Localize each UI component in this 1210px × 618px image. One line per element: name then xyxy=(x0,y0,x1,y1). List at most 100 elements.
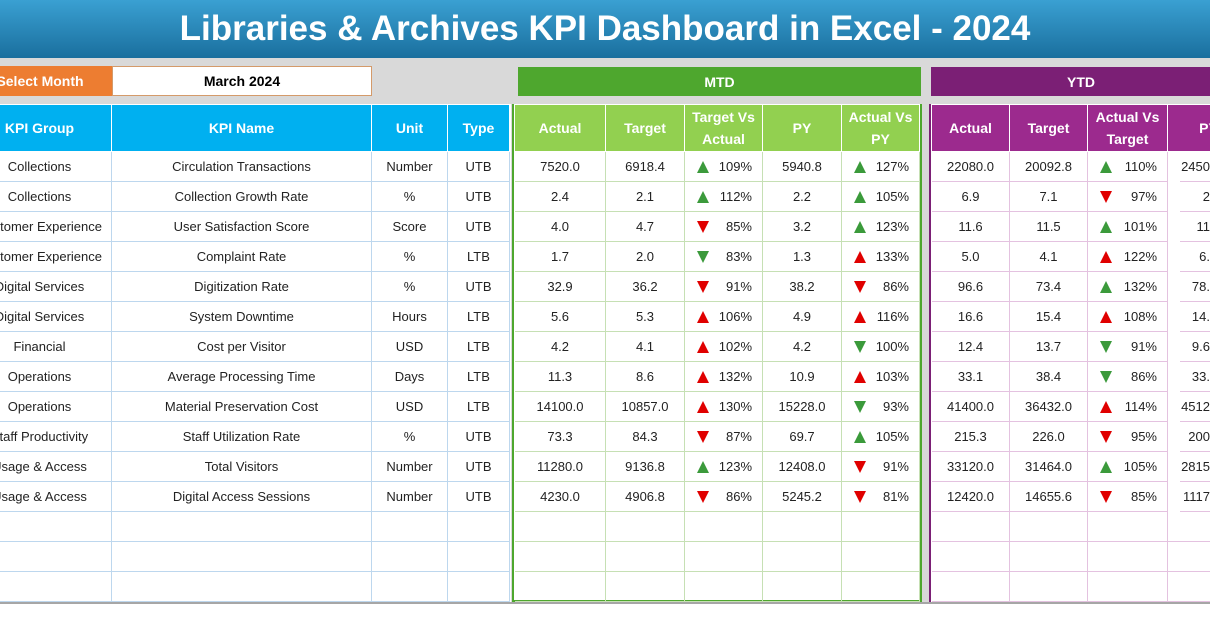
table-cell: 1117 xyxy=(1180,482,1210,512)
table-cell: 96.6 xyxy=(932,272,1010,302)
table-cell: 85% xyxy=(1088,482,1168,512)
month-selector[interactable]: March 2024 xyxy=(112,66,372,96)
status-icon xyxy=(854,250,866,263)
table-cell: 123% xyxy=(842,212,920,242)
status-icon xyxy=(854,490,866,503)
ytd-banner: YTD xyxy=(931,67,1210,96)
table-cell xyxy=(112,572,372,602)
status-icon xyxy=(854,310,866,323)
table-cell: UTB xyxy=(448,182,510,212)
table-cell: 11.5 xyxy=(1010,212,1088,242)
status-icon xyxy=(1100,310,1112,323)
status-value: 85% xyxy=(725,219,752,234)
status-value: 112% xyxy=(719,189,752,204)
table-cell xyxy=(685,542,763,572)
table-cell: 11.3 xyxy=(515,362,606,392)
status-value: 114% xyxy=(1124,399,1157,414)
table-cell: 5.0 xyxy=(932,242,1010,272)
status-icon xyxy=(697,460,709,473)
status-icon xyxy=(1100,250,1112,263)
sheet-bottom xyxy=(0,602,1210,618)
table-cell: 114% xyxy=(1088,392,1168,422)
status-value: 85% xyxy=(1130,489,1157,504)
table-cell: 2.4 xyxy=(515,182,606,212)
table-cell xyxy=(372,542,448,572)
table-cell: UTB xyxy=(448,482,510,512)
status-icon xyxy=(1100,340,1112,353)
table-cell: 4230.0 xyxy=(515,482,606,512)
table-cell: USD xyxy=(372,332,448,362)
table-cell: 105% xyxy=(842,422,920,452)
status-icon xyxy=(697,400,709,413)
table-cell: 132% xyxy=(685,362,763,392)
table-cell: 122% xyxy=(1088,242,1168,272)
table-cell: USD xyxy=(372,392,448,422)
table-cell: 38.4 xyxy=(1010,362,1088,392)
table-cell: 112% xyxy=(685,182,763,212)
table-cell: 6. xyxy=(1180,242,1210,272)
title-bar: Libraries & Archives KPI Dashboard in Ex… xyxy=(0,0,1210,58)
table-cell: UTB xyxy=(448,212,510,242)
table-cell: Customer Experience xyxy=(0,212,112,242)
table-cell: 110% xyxy=(1088,152,1168,182)
table-cell: 4.1 xyxy=(606,332,685,362)
table-cell: Days xyxy=(372,362,448,392)
table-cell: 41400.0 xyxy=(932,392,1010,422)
table-cell xyxy=(112,512,372,542)
table-cell: 215.3 xyxy=(932,422,1010,452)
status-icon xyxy=(697,280,709,293)
table-cell: 91% xyxy=(1088,332,1168,362)
table-cell xyxy=(932,572,1010,602)
table-cell: 105% xyxy=(1088,452,1168,482)
table-cell: Collection Growth Rate xyxy=(112,182,372,212)
table-cell xyxy=(606,542,685,572)
table-cell: 84.3 xyxy=(606,422,685,452)
table-cell: 132% xyxy=(1088,272,1168,302)
table-cell xyxy=(448,542,510,572)
table-cell: 6.9 xyxy=(932,182,1010,212)
table-cell: Score xyxy=(372,212,448,242)
table-cell: 1.3 xyxy=(763,242,842,272)
table-cell: 32.9 xyxy=(515,272,606,302)
table-cell: Financial xyxy=(0,332,112,362)
table-cell: 103% xyxy=(842,362,920,392)
status-icon xyxy=(854,460,866,473)
status-value: 123% xyxy=(875,219,909,234)
status-value: 87% xyxy=(725,429,752,444)
status-value: 97% xyxy=(1130,189,1157,204)
table-cell: UTB xyxy=(448,422,510,452)
table-cell: LTB xyxy=(448,302,510,332)
table-cell xyxy=(0,572,112,602)
table-cell: 4.0 xyxy=(515,212,606,242)
status-value: 81% xyxy=(882,489,909,504)
table-cell: 86% xyxy=(685,482,763,512)
status-icon xyxy=(854,190,866,203)
table-cell: 14. xyxy=(1180,302,1210,332)
table-cell: 3.2 xyxy=(763,212,842,242)
table-cell: Staff Productivity xyxy=(0,422,112,452)
table-cell xyxy=(685,512,763,542)
table-cell: Number xyxy=(372,452,448,482)
table-cell: 20092.8 xyxy=(1010,152,1088,182)
table-cell: 7520.0 xyxy=(515,152,606,182)
table-cell: 91% xyxy=(685,272,763,302)
column-header: Actual Vs PY xyxy=(842,105,920,151)
table-cell: 2.1 xyxy=(606,182,685,212)
table-cell: 36.2 xyxy=(606,272,685,302)
status-value: 127% xyxy=(875,159,909,174)
table-cell: 83% xyxy=(685,242,763,272)
table-cell xyxy=(0,542,112,572)
status-value: 83% xyxy=(725,249,752,264)
table-cell: 14100.0 xyxy=(515,392,606,422)
table-cell xyxy=(763,542,842,572)
status-icon xyxy=(1100,490,1112,503)
table-cell: 2.0 xyxy=(606,242,685,272)
column-header: Target xyxy=(1010,105,1088,151)
table-cell: Digital Services xyxy=(0,302,112,332)
table-cell xyxy=(685,572,763,602)
table-cell: 108% xyxy=(1088,302,1168,332)
table-cell: % xyxy=(372,242,448,272)
table-cell: 4.1 xyxy=(1010,242,1088,272)
table-cell: 14655.6 xyxy=(1010,482,1088,512)
status-value: 108% xyxy=(1123,309,1157,324)
